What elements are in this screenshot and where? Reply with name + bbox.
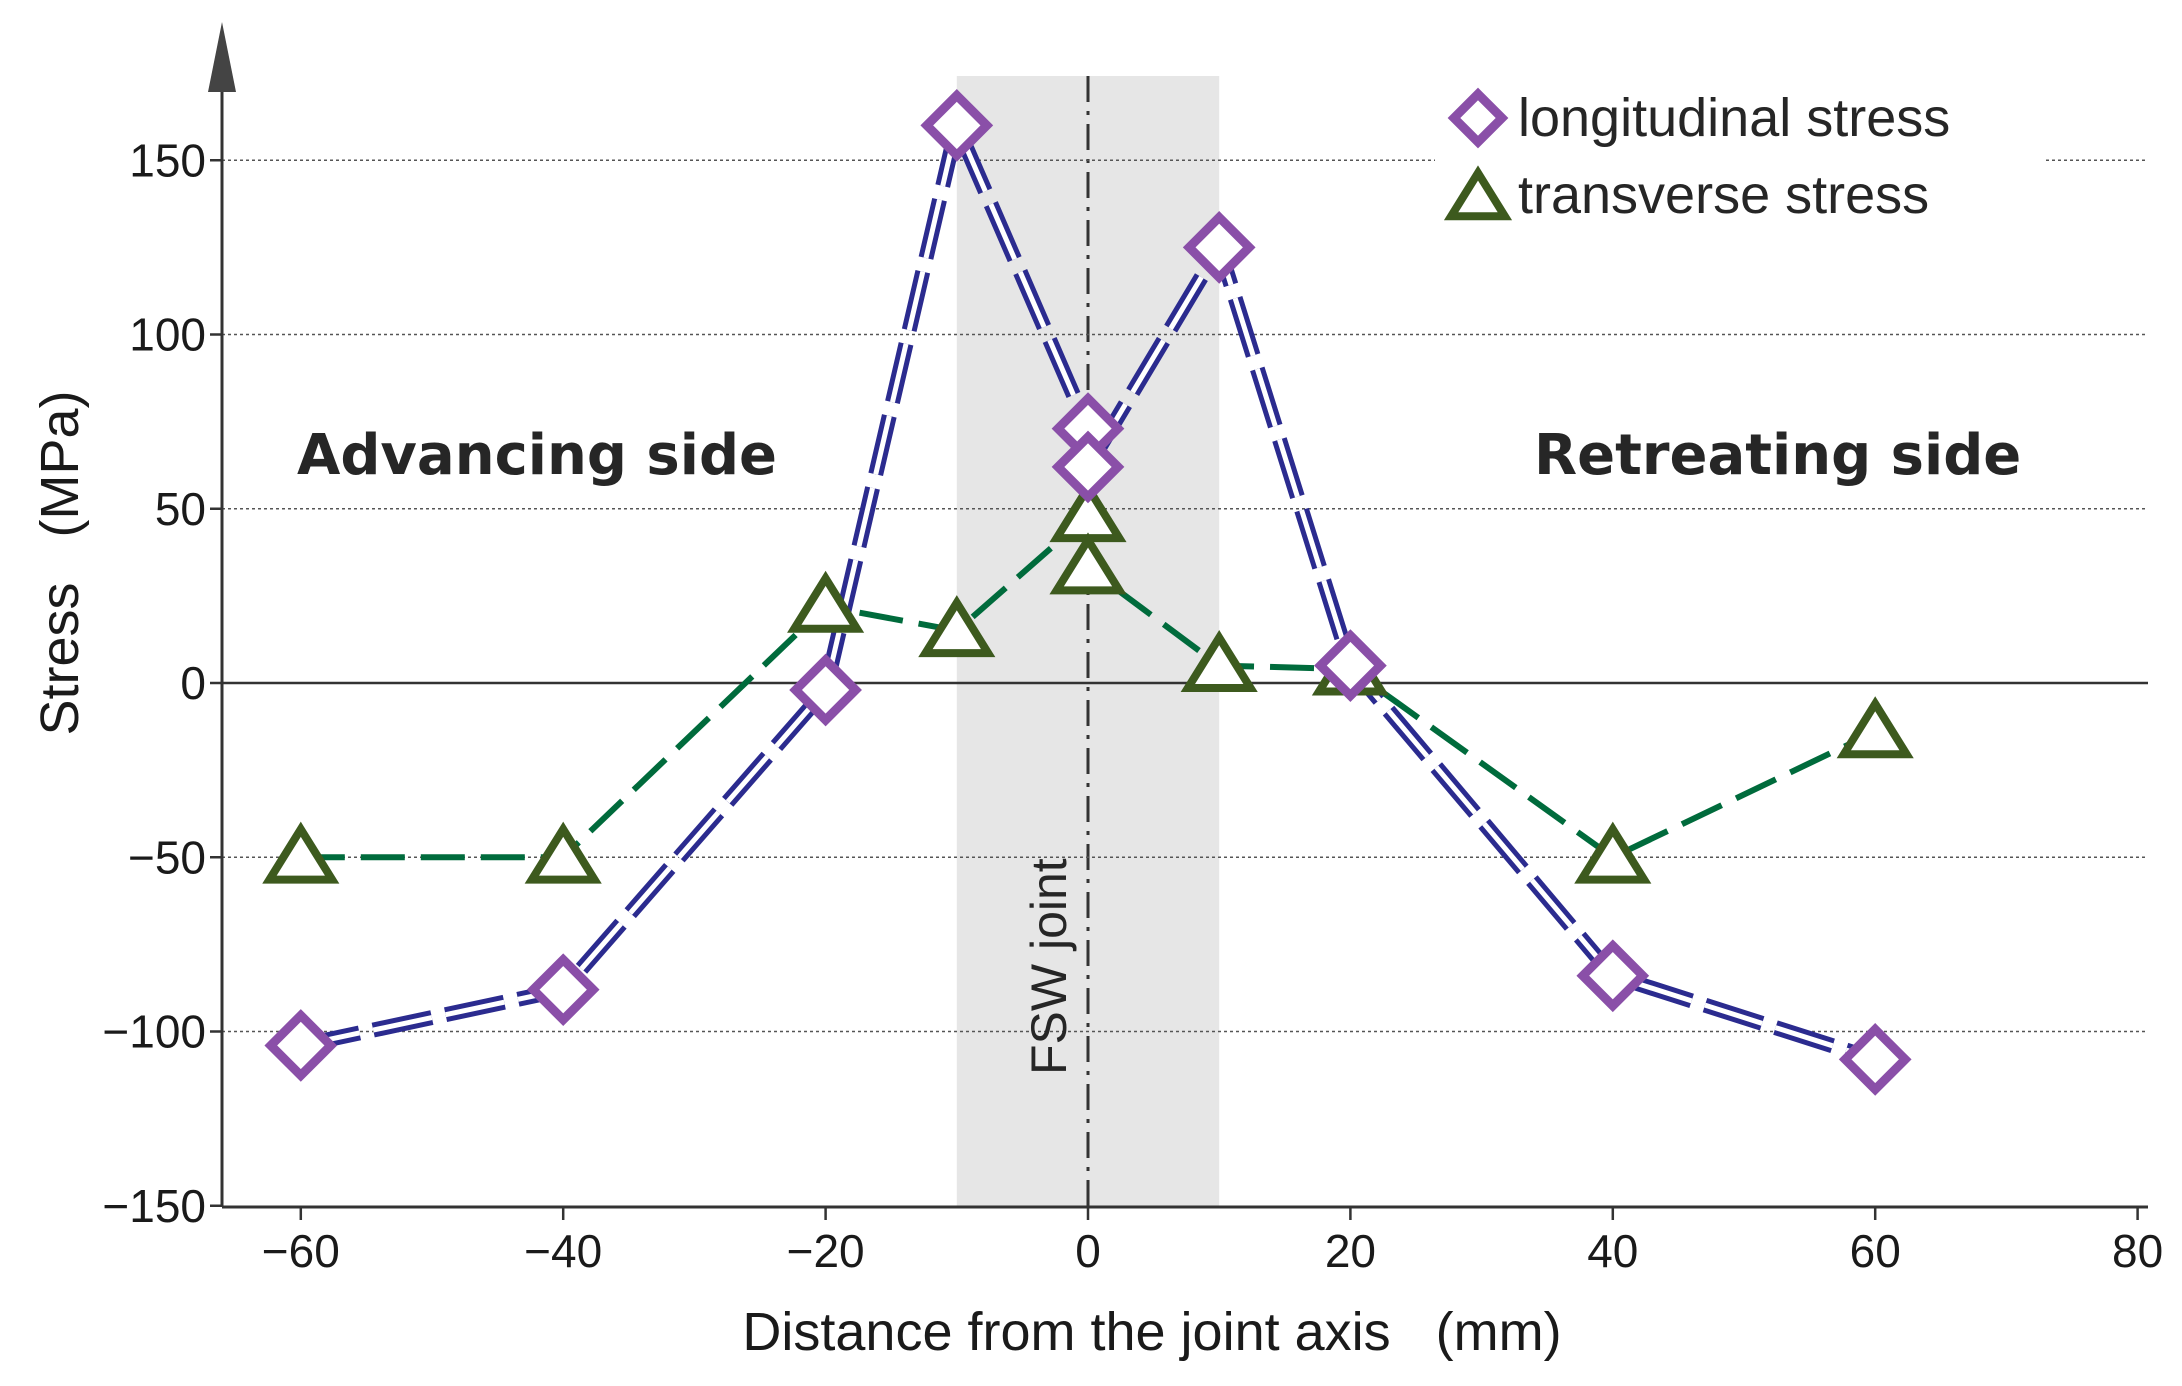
legend-label-transverse: transverse stress [1518,165,1929,225]
longitudinal-point [1182,211,1256,284]
y-tick-label: 50 [155,483,206,535]
longitudinal-point [1051,430,1125,504]
advancing-side-label: Advancing side [297,423,777,488]
x-tick-label: 40 [1587,1225,1638,1277]
x-tick-label: −20 [787,1225,865,1277]
x-tick-label: −60 [262,1225,340,1277]
x-tick-label: 80 [2112,1225,2163,1277]
x-tick-label: 0 [1075,1225,1101,1277]
transverse-point [1180,630,1258,692]
y-axis-arrow [208,22,236,92]
transverse-point [918,595,996,658]
longitudinal-point [1314,629,1387,702]
x-tick-label: 60 [1850,1225,1901,1277]
transverse-point [262,821,340,884]
legend-diamond-icon [1447,87,1509,149]
transverse-point [1574,821,1652,884]
longitudinal-point [789,653,862,727]
longitudinal-point [1838,1023,1912,1096]
y-axis-title: Stress (MPa) [30,390,90,735]
x-tick-label: 20 [1325,1225,1376,1277]
y-tick-label: −150 [102,1180,206,1232]
transverse-point [524,821,602,884]
longitudinal-point [264,1009,338,1082]
longitudinal-point [920,89,994,162]
series-transverse-line [300,512,1877,861]
legend: longitudinal stress transverse stress [1435,80,2045,240]
retreating-side-label: Retreating side [1534,423,2021,488]
longitudinal-point [526,953,600,1027]
y-tick-label: 150 [129,134,206,186]
y-tick-label: 0 [180,657,206,709]
x-tick-label: −40 [524,1225,602,1277]
y-tick-label: −50 [128,831,206,883]
legend-box [1435,80,2045,240]
transverse-point [1049,532,1127,595]
fsw-joint-label: FSW joint [1021,858,1077,1075]
legend-label-longitudinal: longitudinal stress [1518,88,1950,148]
y-tick-label: 100 [129,309,206,361]
y-tick-label: −100 [102,1006,206,1058]
transverse-point [1836,696,1914,759]
legend-triangle-icon [1443,165,1513,221]
x-axis-title: Distance from the joint axis (mm) [742,1302,1561,1362]
longitudinal-point [1576,939,1650,1013]
transverse-point [787,570,865,633]
